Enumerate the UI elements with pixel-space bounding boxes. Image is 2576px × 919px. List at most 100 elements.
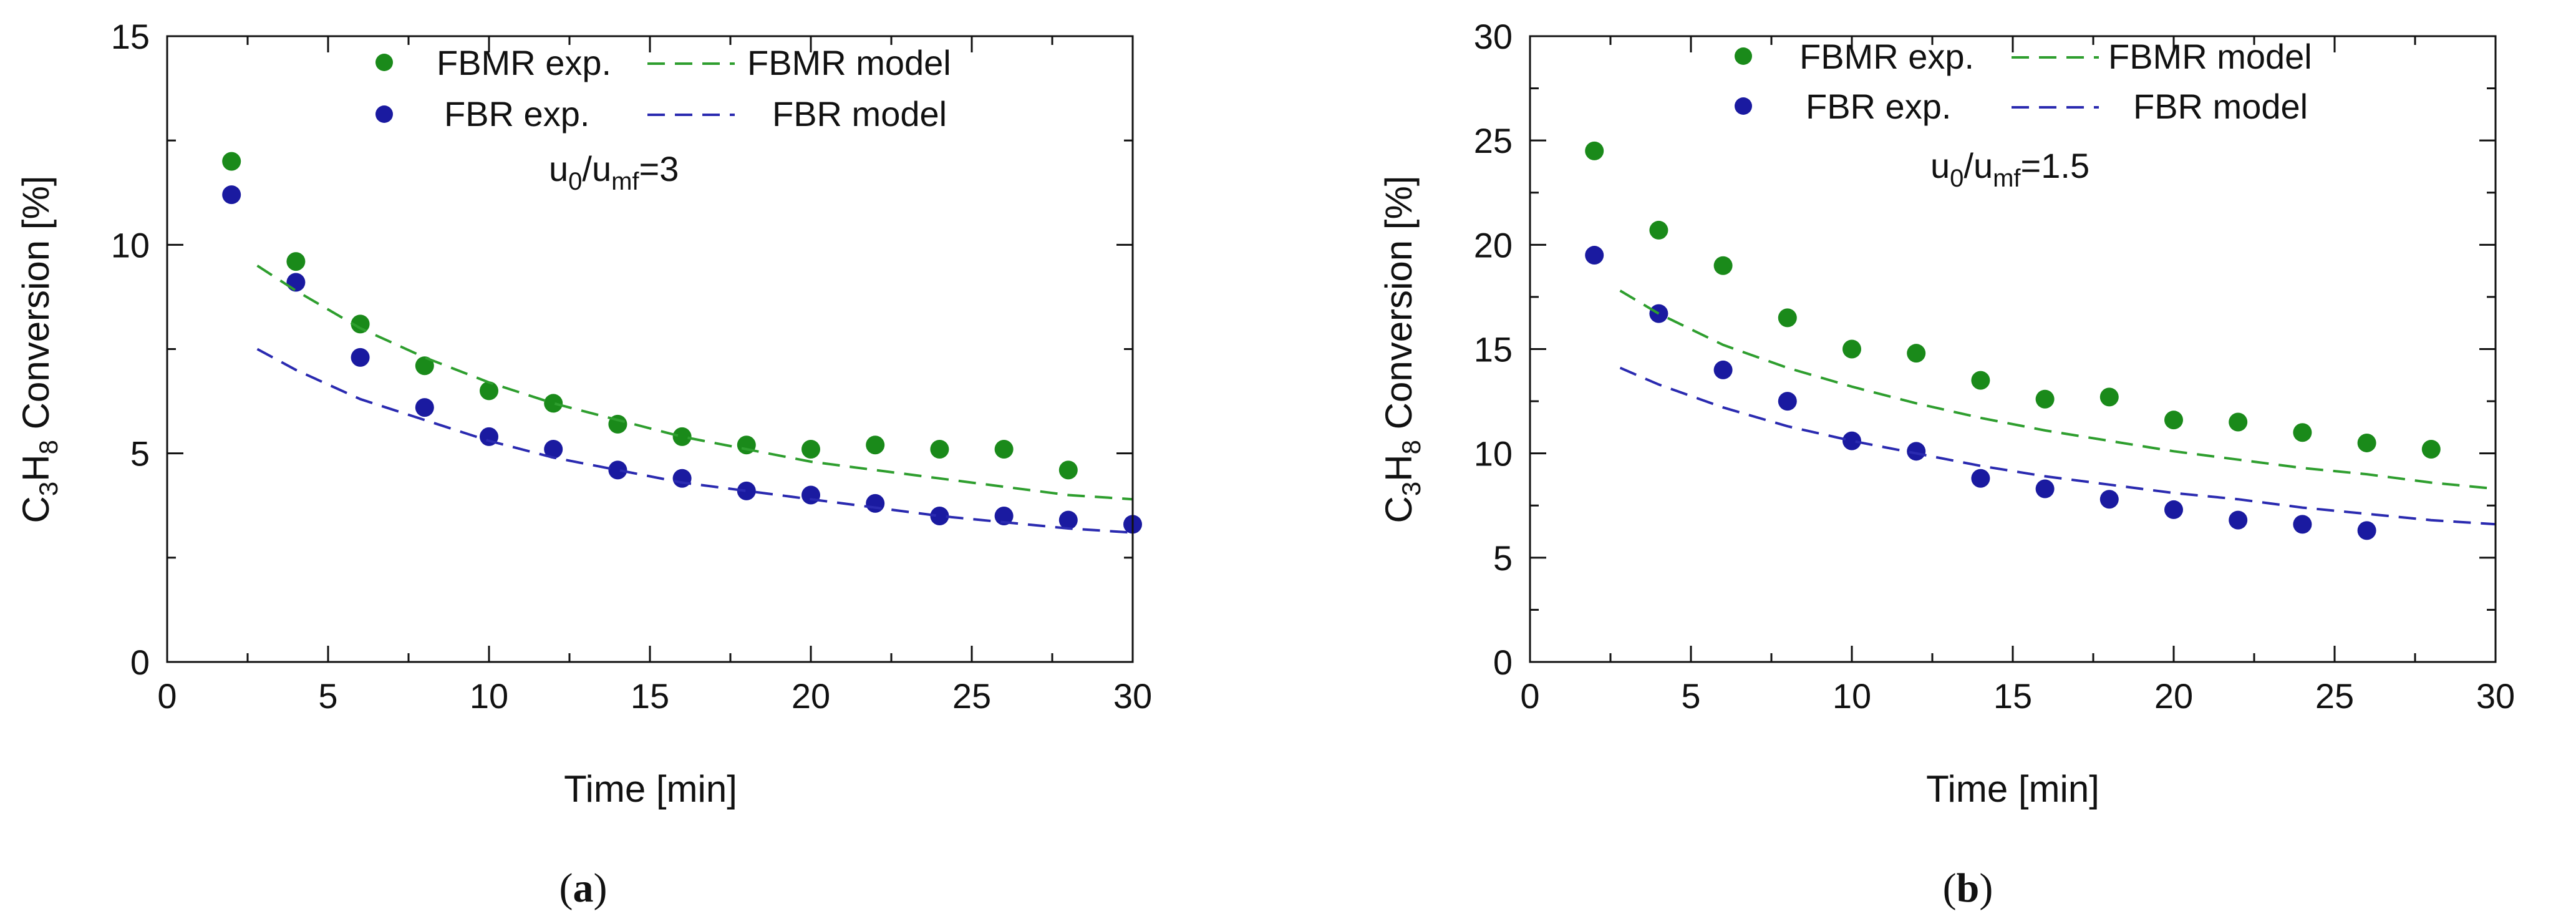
data-point-fbr-exp	[2293, 515, 2312, 534]
data-point-fbr-exp	[1907, 442, 1926, 461]
data-point-fbmr-exp	[2357, 433, 2376, 452]
data-point-fbmr-exp	[1907, 344, 1926, 363]
data-point-fbmr-exp	[2421, 439, 2441, 459]
legend-marker-fbr-exp	[1735, 97, 1752, 115]
y-tick-label: 15	[1474, 330, 1513, 369]
panel-b-caption-label: (b)	[1943, 865, 1993, 911]
data-point-fbmr-exp	[544, 394, 563, 413]
data-point-fbr-exp	[2164, 500, 2183, 519]
data-point-fbmr-exp	[2293, 423, 2312, 442]
data-point-fbr-exp	[351, 348, 370, 367]
panel-a-caption-label: (a)	[559, 865, 608, 911]
data-point-fbr-exp	[608, 460, 627, 480]
panel-a-legend: FBMR exp. FBMR model FBR exp. FBR model	[375, 43, 951, 134]
data-point-fbr-exp	[1058, 510, 1078, 530]
panel-a-velocity-annotation: u0/umf=3	[549, 149, 679, 195]
data-point-fbmr-exp	[930, 439, 949, 459]
data-point-fbr-exp	[415, 398, 434, 417]
panel-b-legend: FBMR exp. FBMR model FBR exp. FBR model	[1735, 37, 2312, 126]
data-point-fbr-exp	[1585, 246, 1604, 265]
legend-label-fbmr-exp: FBMR exp.	[1799, 37, 1974, 76]
data-point-fbr-exp	[1778, 392, 1797, 411]
data-point-fbmr-exp	[994, 439, 1014, 459]
data-point-fbmr-exp	[1778, 308, 1797, 328]
y-tick-label: 0	[1493, 643, 1513, 682]
y-tick-label: 20	[1474, 225, 1513, 265]
series-line-fbr-model	[1619, 366, 2496, 526]
panel-b: 0 5 10 15 20 25 30 0 5 10 15 20 25 30 Time [min] C3H8…	[1378, 17, 2515, 911]
x-tick-label: 20	[792, 676, 830, 716]
legend-marker-fbr-exp	[375, 105, 393, 123]
data-point-fbmr-exp	[1842, 339, 1861, 359]
y-tick-label: 5	[130, 434, 150, 474]
data-point-fbr-exp	[222, 185, 241, 205]
legend-marker-fbmr-exp	[1735, 47, 1752, 65]
x-tick-label: 0	[1520, 676, 1539, 716]
data-point-fbmr-exp	[286, 252, 306, 271]
data-point-fbr-exp	[737, 481, 756, 500]
data-point-fbr-exp	[1842, 431, 1861, 450]
data-point-fbr-exp	[994, 506, 1014, 525]
x-tick-label: 30	[1113, 676, 1152, 716]
panel-a-y-axis-label: C3H8 Conversion [%]	[15, 176, 63, 523]
data-point-fbmr-exp	[866, 435, 885, 455]
data-point-fbmr-exp	[2164, 411, 2183, 430]
data-point-fbr-exp	[2357, 521, 2376, 540]
data-point-fbr-exp	[866, 494, 885, 513]
panel-b-x-axis-label: Time [min]	[1926, 768, 2099, 810]
data-point-fbmr-exp	[222, 152, 241, 171]
legend-label-fbr-model: FBR model	[2133, 87, 2308, 126]
data-point-fbmr-exp	[415, 356, 434, 376]
legend-label-fbmr-model: FBMR model	[2108, 37, 2312, 76]
legend-label-fbmr-model: FBMR model	[747, 43, 951, 82]
x-tick-label: 20	[2154, 676, 2193, 716]
panel-b-marks	[1585, 141, 2496, 540]
x-tick-label: 15	[1993, 676, 2032, 716]
legend-label-fbr-model: FBR model	[772, 94, 947, 134]
data-point-fbmr-exp	[480, 381, 498, 401]
data-point-fbmr-exp	[1058, 460, 1078, 480]
data-point-fbr-exp	[544, 439, 563, 459]
x-tick-label: 5	[1681, 676, 1700, 716]
data-point-fbr-exp	[2035, 479, 2055, 498]
x-tick-label: 25	[2315, 676, 2354, 716]
y-tick-label: 0	[130, 643, 150, 682]
panel-a-x-axis-label: Time [min]	[564, 768, 737, 810]
data-point-fbmr-exp	[672, 427, 692, 446]
data-point-fbmr-exp	[1649, 220, 1668, 240]
x-tick-label: 0	[157, 676, 177, 716]
x-tick-label: 25	[952, 676, 991, 716]
data-point-fbr-exp	[672, 469, 692, 488]
series-line-fbr-model	[256, 348, 1133, 534]
x-tick-label: 10	[1833, 676, 1871, 716]
data-point-fbr-exp	[2099, 490, 2119, 509]
data-point-fbmr-exp	[2229, 412, 2248, 432]
data-point-fbmr-exp	[2035, 389, 2055, 409]
y-tick-label: 10	[111, 225, 150, 265]
data-point-fbr-exp	[801, 485, 820, 505]
legend-label-fbmr-exp: FBMR exp.	[437, 43, 611, 82]
data-point-fbmr-exp	[1585, 141, 1604, 160]
legend-marker-fbmr-exp	[375, 54, 393, 71]
panel-b-y-axis-label: C3H8 Conversion [%]	[1378, 176, 1426, 523]
data-point-fbr-exp	[286, 273, 306, 292]
panel-a: 0 5 10 15 20 25 30 0 5 10 15 Time [min] C3H8 Conve…	[15, 17, 1152, 911]
data-point-fbr-exp	[2229, 510, 2248, 530]
data-point-fbmr-exp	[1713, 256, 1733, 275]
legend-label-fbr-exp: FBR exp.	[1806, 87, 1951, 126]
data-point-fbmr-exp	[801, 439, 820, 459]
y-tick-label: 15	[111, 17, 150, 56]
panel-a-ticks: 0 5 10 15 20 25 30 0 5 10 15	[111, 17, 1152, 716]
data-point-fbmr-exp	[1971, 371, 1990, 390]
series-line-fbmr-model	[1619, 289, 2496, 490]
data-point-fbr-exp	[1713, 360, 1733, 379]
y-tick-label: 10	[1474, 434, 1513, 474]
x-tick-label: 10	[470, 676, 508, 716]
series-line-fbmr-model	[256, 265, 1133, 501]
y-tick-label: 30	[1474, 17, 1513, 56]
legend-label-fbr-exp: FBR exp.	[444, 94, 589, 134]
panel-b-velocity-annotation: u0/umf=1.5	[1930, 146, 2089, 192]
x-tick-label: 15	[631, 676, 669, 716]
